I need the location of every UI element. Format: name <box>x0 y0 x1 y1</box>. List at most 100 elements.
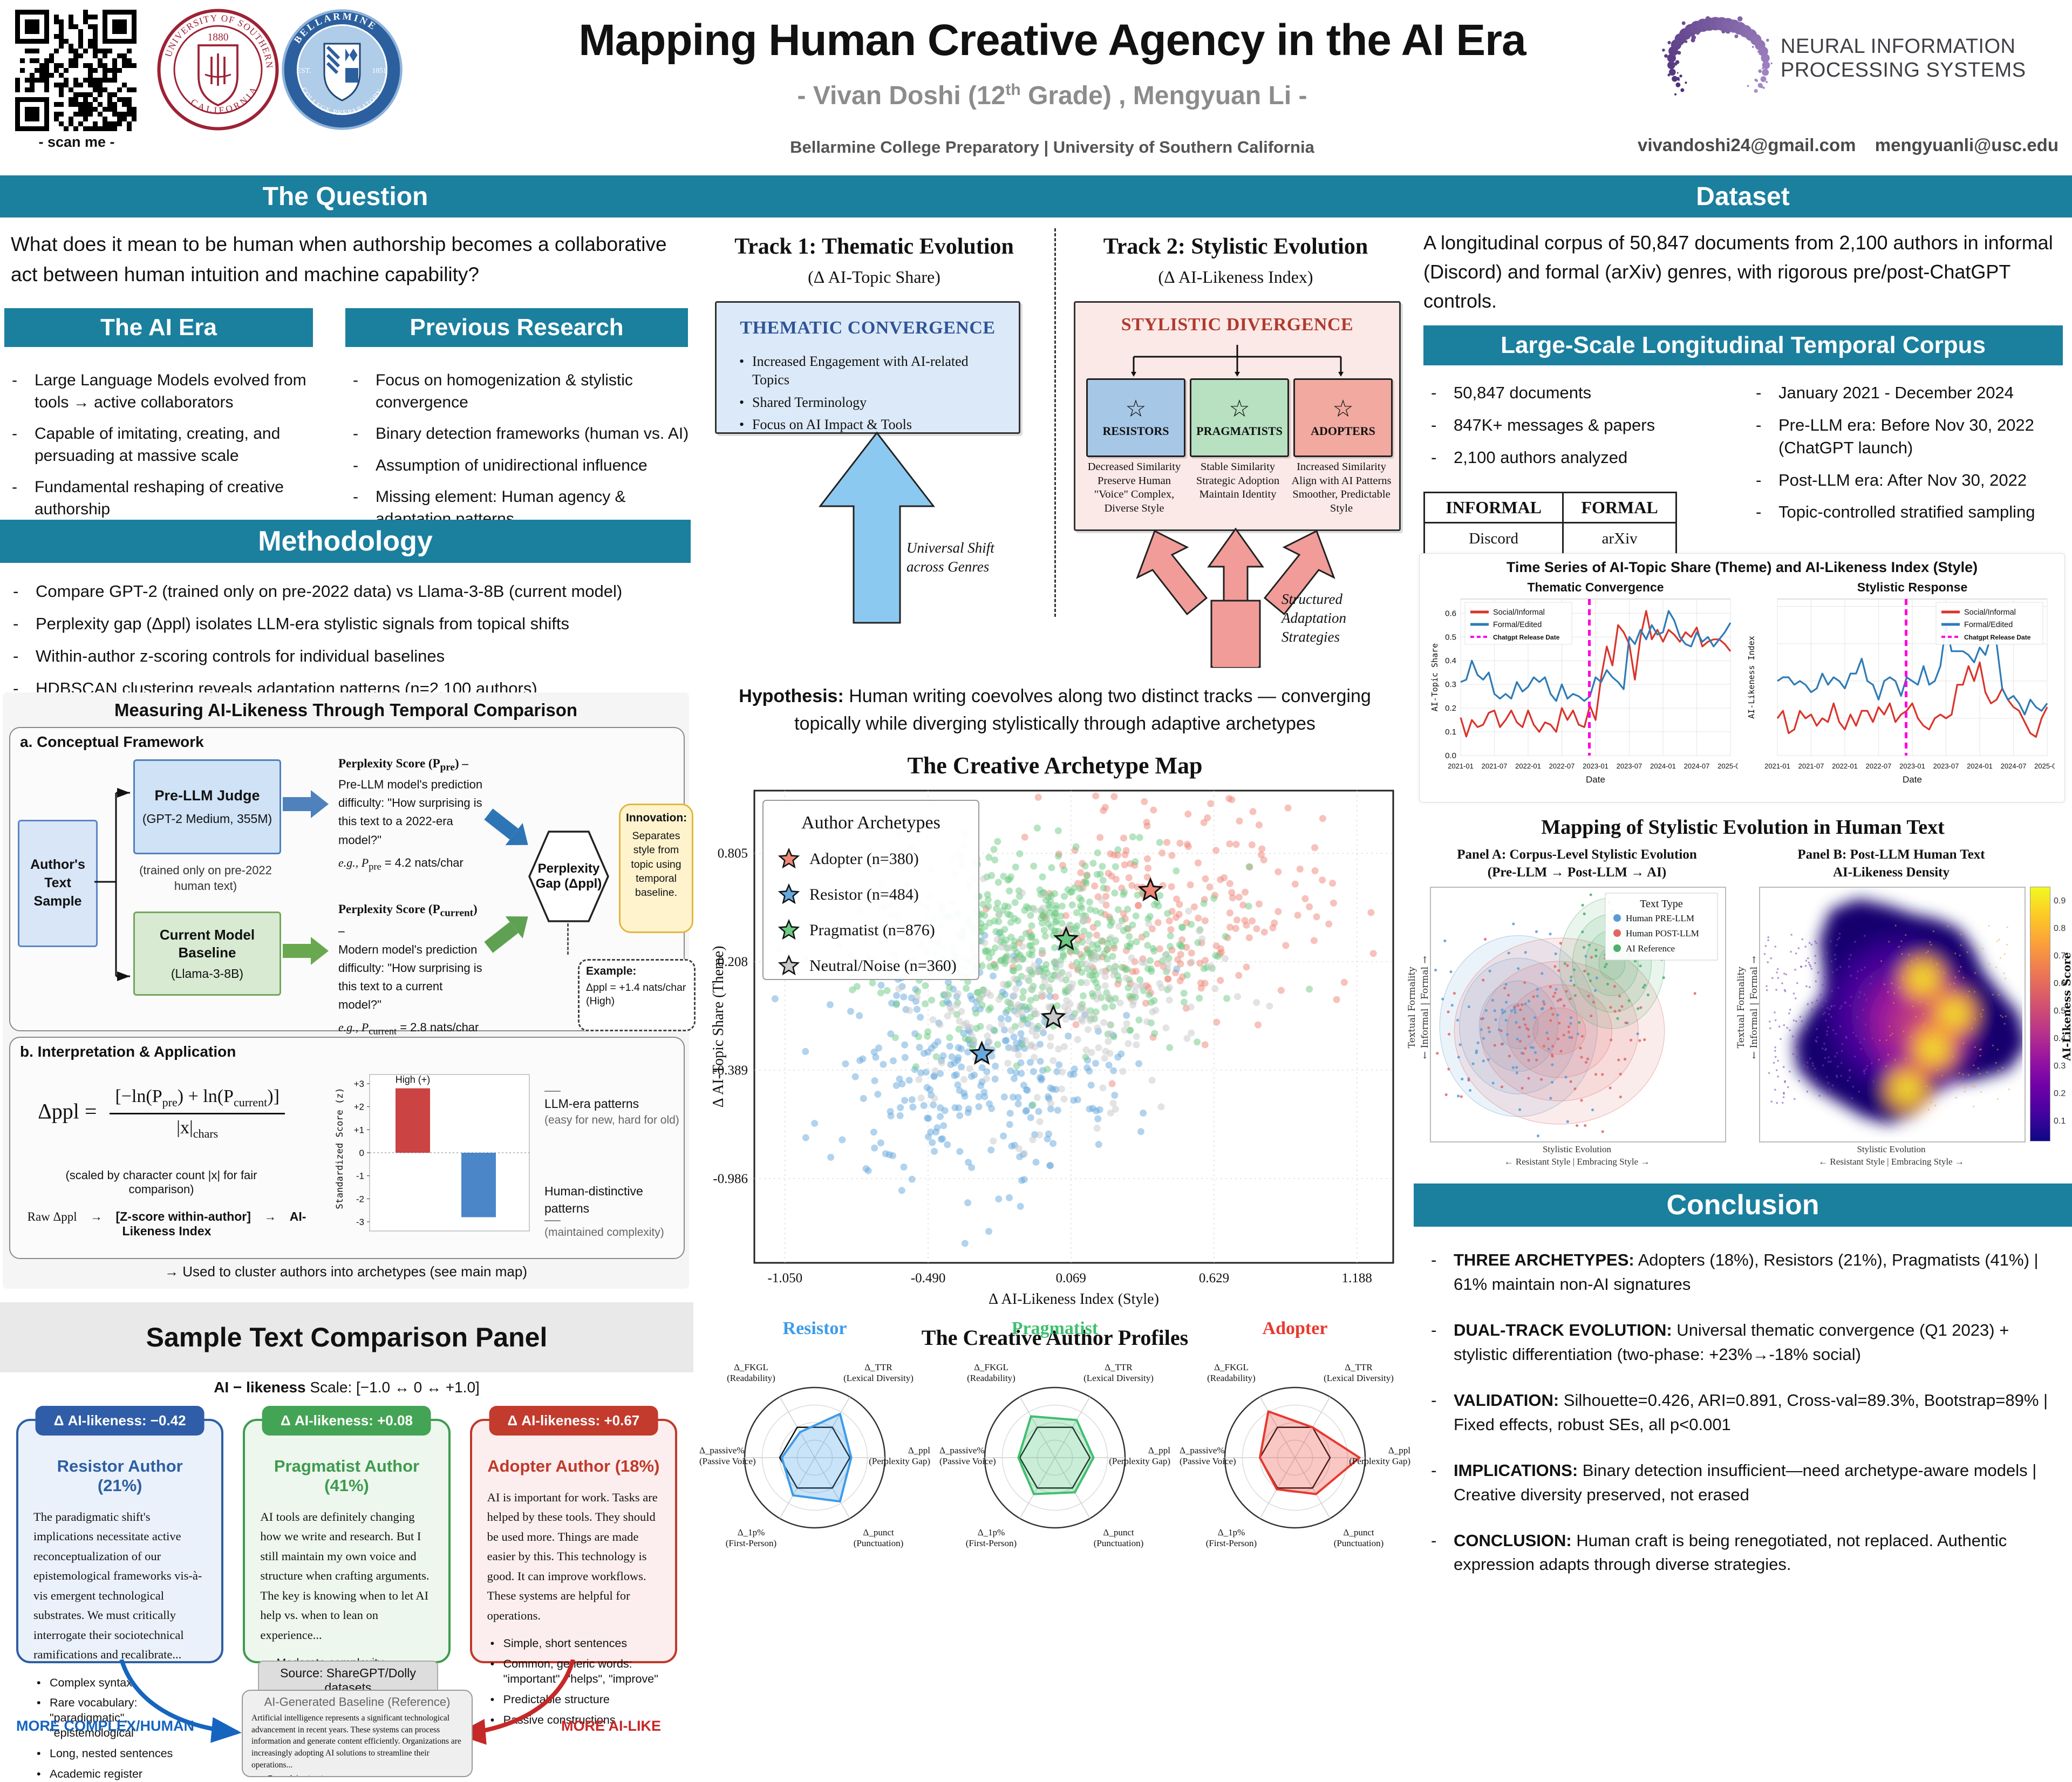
bullet-item: 2,100 authors analyzed <box>1423 446 1726 469</box>
svg-text:Δ_1p%: Δ_1p% <box>1218 1527 1245 1538</box>
framework-figure: Measuring AI-Likeness Through Temporal C… <box>3 692 689 1289</box>
methodology-header: Methodology <box>0 520 691 563</box>
ai-era-bullets: Large Language Models evolved from tools… <box>4 370 320 530</box>
svg-text:2022-01: 2022-01 <box>1515 762 1541 770</box>
svg-text:2024-01: 2024-01 <box>1967 762 1993 770</box>
ppl-pre-head: Perplexity Score (P <box>338 757 440 770</box>
svg-text:0.629: 0.629 <box>1199 1271 1229 1286</box>
bar-annotation-llm: LLM-era patterns (easy for new, hard for… <box>544 1091 679 1128</box>
conclusion-header: Conclusion <box>1414 1184 2072 1227</box>
resistors-subbox: ☆ RESISTORS <box>1086 378 1185 457</box>
svg-text:0: 0 <box>359 1148 364 1158</box>
ai-era-header: The AI Era <box>4 308 313 347</box>
prellm-subtitle: (GPT-2 Medium, 355M) <box>142 812 272 826</box>
track1-subtitle: (Δ AI-Topic Share) <box>712 267 1036 287</box>
sample-panel-header: Sample Text Comparison Panel <box>0 1302 693 1372</box>
svg-text:AI Reference: AI Reference <box>1626 943 1675 954</box>
ppl-pre-example: e.g., P <box>338 856 369 869</box>
ppl-pre-head-tail: ) – <box>455 757 468 770</box>
resistor-card-title: Resistor Author (21%) <box>33 1457 206 1495</box>
resistors-label: RESISTORS <box>1102 424 1169 438</box>
svg-text:(First-Person): (First-Person) <box>966 1538 1017 1548</box>
conclusion-label: THREE ARCHETYPES: <box>1454 1250 1634 1269</box>
svg-text:Social/Informal: Social/Informal <box>1964 608 2016 617</box>
authors-prefix: - Vivan Doshi (12 <box>798 81 1006 110</box>
svg-text:0.4: 0.4 <box>1445 656 1456 665</box>
hexagon-line1: Perplexity <box>538 861 600 876</box>
bullet-item: Shared Terminology <box>736 393 995 412</box>
svg-text:2023-01: 2023-01 <box>1899 762 1925 770</box>
svg-text:Neutral/Noise (n=360): Neutral/Noise (n=360) <box>809 957 957 975</box>
dataset-intro: A longitudinal corpus of 50,847 document… <box>1423 228 2063 316</box>
track1-title: Track 1: Thematic Evolution <box>712 234 1036 260</box>
formula-num-tail: )] <box>267 1086 280 1106</box>
adopters-desc: Increased Similarity Align with AI Patte… <box>1290 460 1393 516</box>
left-column: What does it mean to be human when autho… <box>0 217 693 1554</box>
universal-shift-arrow <box>788 431 966 625</box>
svg-text:(Punctuation): (Punctuation) <box>1094 1538 1144 1548</box>
svg-text:2025-01: 2025-01 <box>2034 762 2055 770</box>
framework-figure-title: Measuring AI-Likeness Through Temporal C… <box>3 692 689 720</box>
svg-text:(Passive Voice): (Passive Voice) <box>699 1456 756 1466</box>
ppl-current-text: Perplexity Score (Pcurrent) – Modern mod… <box>338 900 483 1039</box>
baseline-body: Artificial intelligence represents a sig… <box>251 1712 463 1771</box>
usc-seal-logo: UNIVERSITY OF SOUTHERN CALIFORNIA 1880 <box>156 8 280 134</box>
ai-likeness-scale: AI − likeness Scale: [−1.0 ↔ 0 ↔ +1.0] <box>0 1379 693 1396</box>
current-model-box: Current Model Baseline (Llama-3-8B) <box>133 912 281 996</box>
ppl-cur-head: Perplexity Score (P <box>338 902 440 916</box>
neurips-swirl-icon <box>1659 3 1778 130</box>
stylistic-divergence-title: STYLISTIC DIVERGENCE <box>1075 315 1399 335</box>
pragmatist-star-icon: ☆ <box>1229 397 1250 421</box>
formula-num-mid: ) + ln(P <box>178 1086 234 1106</box>
svg-text:2024-07: 2024-07 <box>2001 762 2027 770</box>
baseline-reference-area: Source: ShareGPT/Dolly datasets MORE COM… <box>0 1659 693 1770</box>
svg-text:Author Archetypes: Author Archetypes <box>801 813 940 833</box>
resistor-star-icon: ☆ <box>1125 397 1146 421</box>
svg-text:-1: -1 <box>356 1171 364 1181</box>
svg-text:-1.050: -1.050 <box>768 1271 803 1286</box>
previous-research-header: Previous Research <box>345 308 688 347</box>
bar-note-llm-sub: (easy for new, hard for old) <box>544 1112 679 1128</box>
hypothesis-label: Hypothesis: <box>739 686 844 706</box>
ppl-cur-example-sub: current <box>369 1026 397 1037</box>
svg-text:Standardized Score (z): Standardized Score (z) <box>335 1087 345 1209</box>
mapping-title: Mapping of Stylistic Evolution in Human … <box>1414 815 2072 839</box>
svg-text:2023-07: 2023-07 <box>1617 762 1642 770</box>
conclusion-label: DUAL-TRACK EVOLUTION: <box>1454 1321 1672 1339</box>
svg-text:0.0: 0.0 <box>1445 751 1456 760</box>
bullet-item: Assumption of unidirectional influence <box>345 455 691 477</box>
prellm-output-arrow <box>283 797 311 811</box>
ppl-pre-text: Perplexity Score (Ppre) – Pre-LLM model'… <box>338 754 483 874</box>
pipeline-zscore: [Z-score within-author] <box>115 1209 250 1223</box>
svg-text:-3: -3 <box>356 1217 364 1227</box>
thematic-convergence-box: THEMATIC CONVERGENCE Increased Engagemen… <box>715 301 1020 434</box>
hypothesis-body: Human writing coevolves along two distin… <box>794 686 1371 734</box>
ppl-cur-head-sub: current <box>440 908 473 919</box>
svg-text:Thematic Convergence: Thematic Convergence <box>1527 580 1664 594</box>
svg-text:(Lexical Diversity): (Lexical Diversity) <box>1324 1373 1394 1383</box>
archetype-map-title: The Creative Archetype Map <box>696 752 1414 779</box>
section-title-question: The Question <box>0 182 691 212</box>
sample-cards: Δ AI-likeness: −0.42 Resistor Author (21… <box>16 1419 677 1663</box>
scale-label-bold: AI − likeness <box>214 1379 305 1396</box>
contact-emails: vivandoshi24@gmail.com mengyuanli@usc.ed… <box>1638 135 2059 155</box>
pragmatist-card-body: AI tools are definitely changing how we … <box>260 1507 433 1645</box>
colorbar <box>2030 887 2050 1141</box>
corpus-title: Large-Scale Longitudinal Temporal Corpus <box>1501 332 1986 359</box>
svg-text:0.5: 0.5 <box>1445 632 1456 642</box>
scale-label-rest: Scale: [−1.0 ↔ 0 ↔ +1.0] <box>306 1379 480 1396</box>
bullet-item: Formulaic structure <box>251 1774 463 1777</box>
baseline-title: AI-Generated Baseline (Reference) <box>251 1695 463 1709</box>
conclusion-item: DUAL-TRACK EVOLUTION: Universal thematic… <box>1423 1318 2066 1367</box>
pragmatists-subbox: ☆ PRAGMATISTS <box>1190 378 1289 457</box>
current-model-title: Current Model Baseline <box>135 926 280 961</box>
radar-title-pragmatist: Pragmatist <box>936 1318 1174 1339</box>
email-2: mengyuanli@usc.edu <box>1875 135 2059 155</box>
resistors-desc: Decreased Similarity Preserve Human "Voi… <box>1083 460 1185 516</box>
panel-b-ylabel: Textual Formality← Informal | Formal → <box>1735 881 1761 1134</box>
adopter-star-icon: ☆ <box>1332 397 1353 421</box>
svg-text:Δ AI-Topic Share (Theme): Δ AI-Topic Share (Theme) <box>710 946 727 1108</box>
